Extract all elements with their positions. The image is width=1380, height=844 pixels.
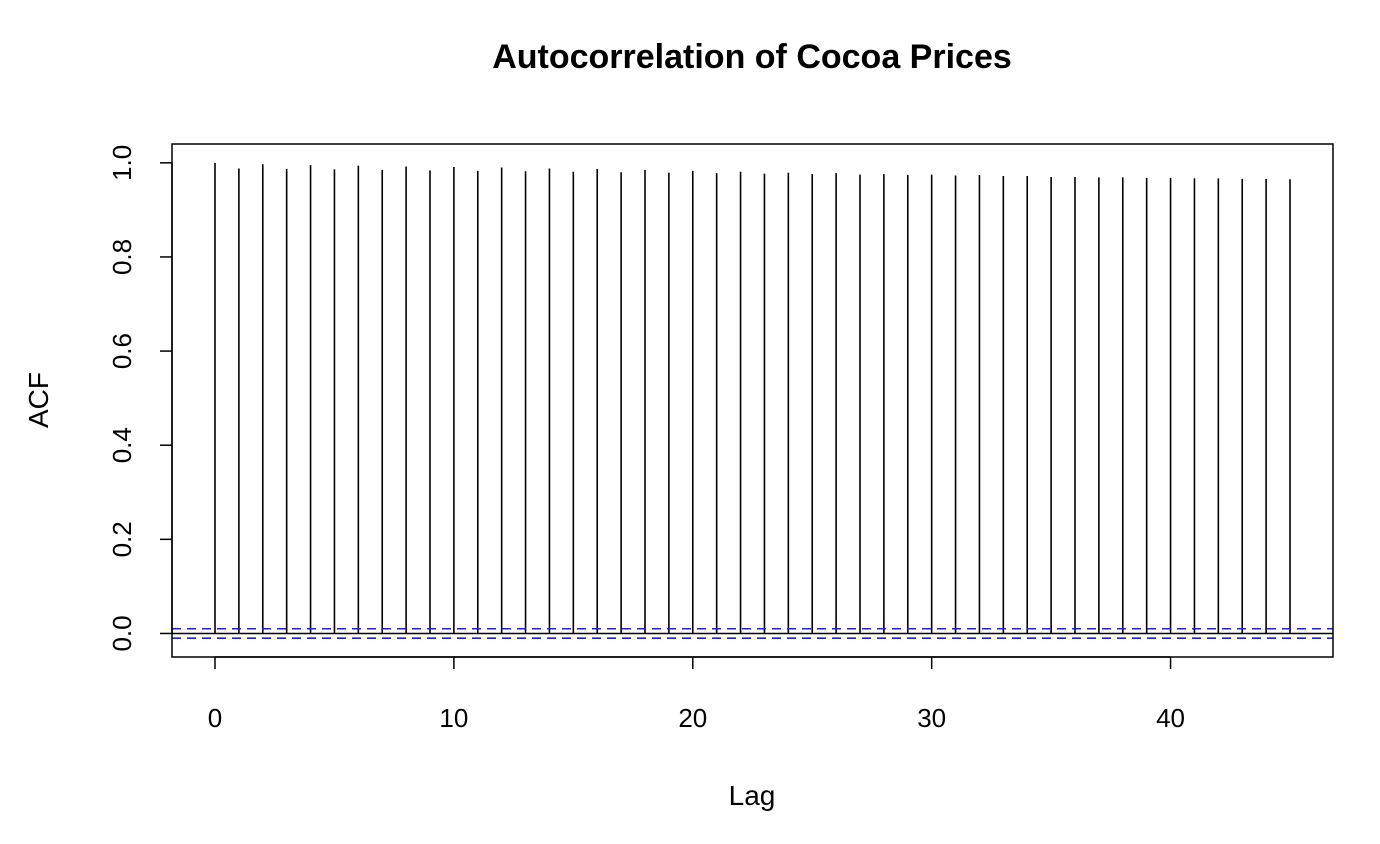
- y-tick-label: 0.4: [107, 427, 137, 463]
- y-tick-label: 0.6: [107, 333, 137, 369]
- x-axis-label: Lag: [729, 780, 776, 811]
- confidence-bounds: [172, 627, 1333, 639]
- y-tick-label: 0.8: [107, 239, 137, 275]
- x-tick-label: 30: [917, 703, 946, 733]
- x-tick-label: 0: [208, 703, 222, 733]
- x-tick-label: 20: [678, 703, 707, 733]
- y-tick-label: 0.0: [107, 615, 137, 651]
- y-tick-label: 0.2: [107, 521, 137, 557]
- x-tick-label: 10: [439, 703, 468, 733]
- y-tick-label: 1.0: [107, 145, 137, 181]
- chart-title: Autocorrelation of Cocoa Prices: [492, 38, 1012, 76]
- x-axis: 0 10 20 30 40: [208, 656, 1185, 733]
- plot-frame: [171, 143, 1334, 658]
- y-axis-label: ACF: [23, 372, 54, 428]
- acf-stems: [214, 162, 1291, 634]
- x-tick-label: 40: [1156, 703, 1185, 733]
- y-axis: 0.0 0.2 0.4 0.6 0.8 1.0: [107, 145, 173, 652]
